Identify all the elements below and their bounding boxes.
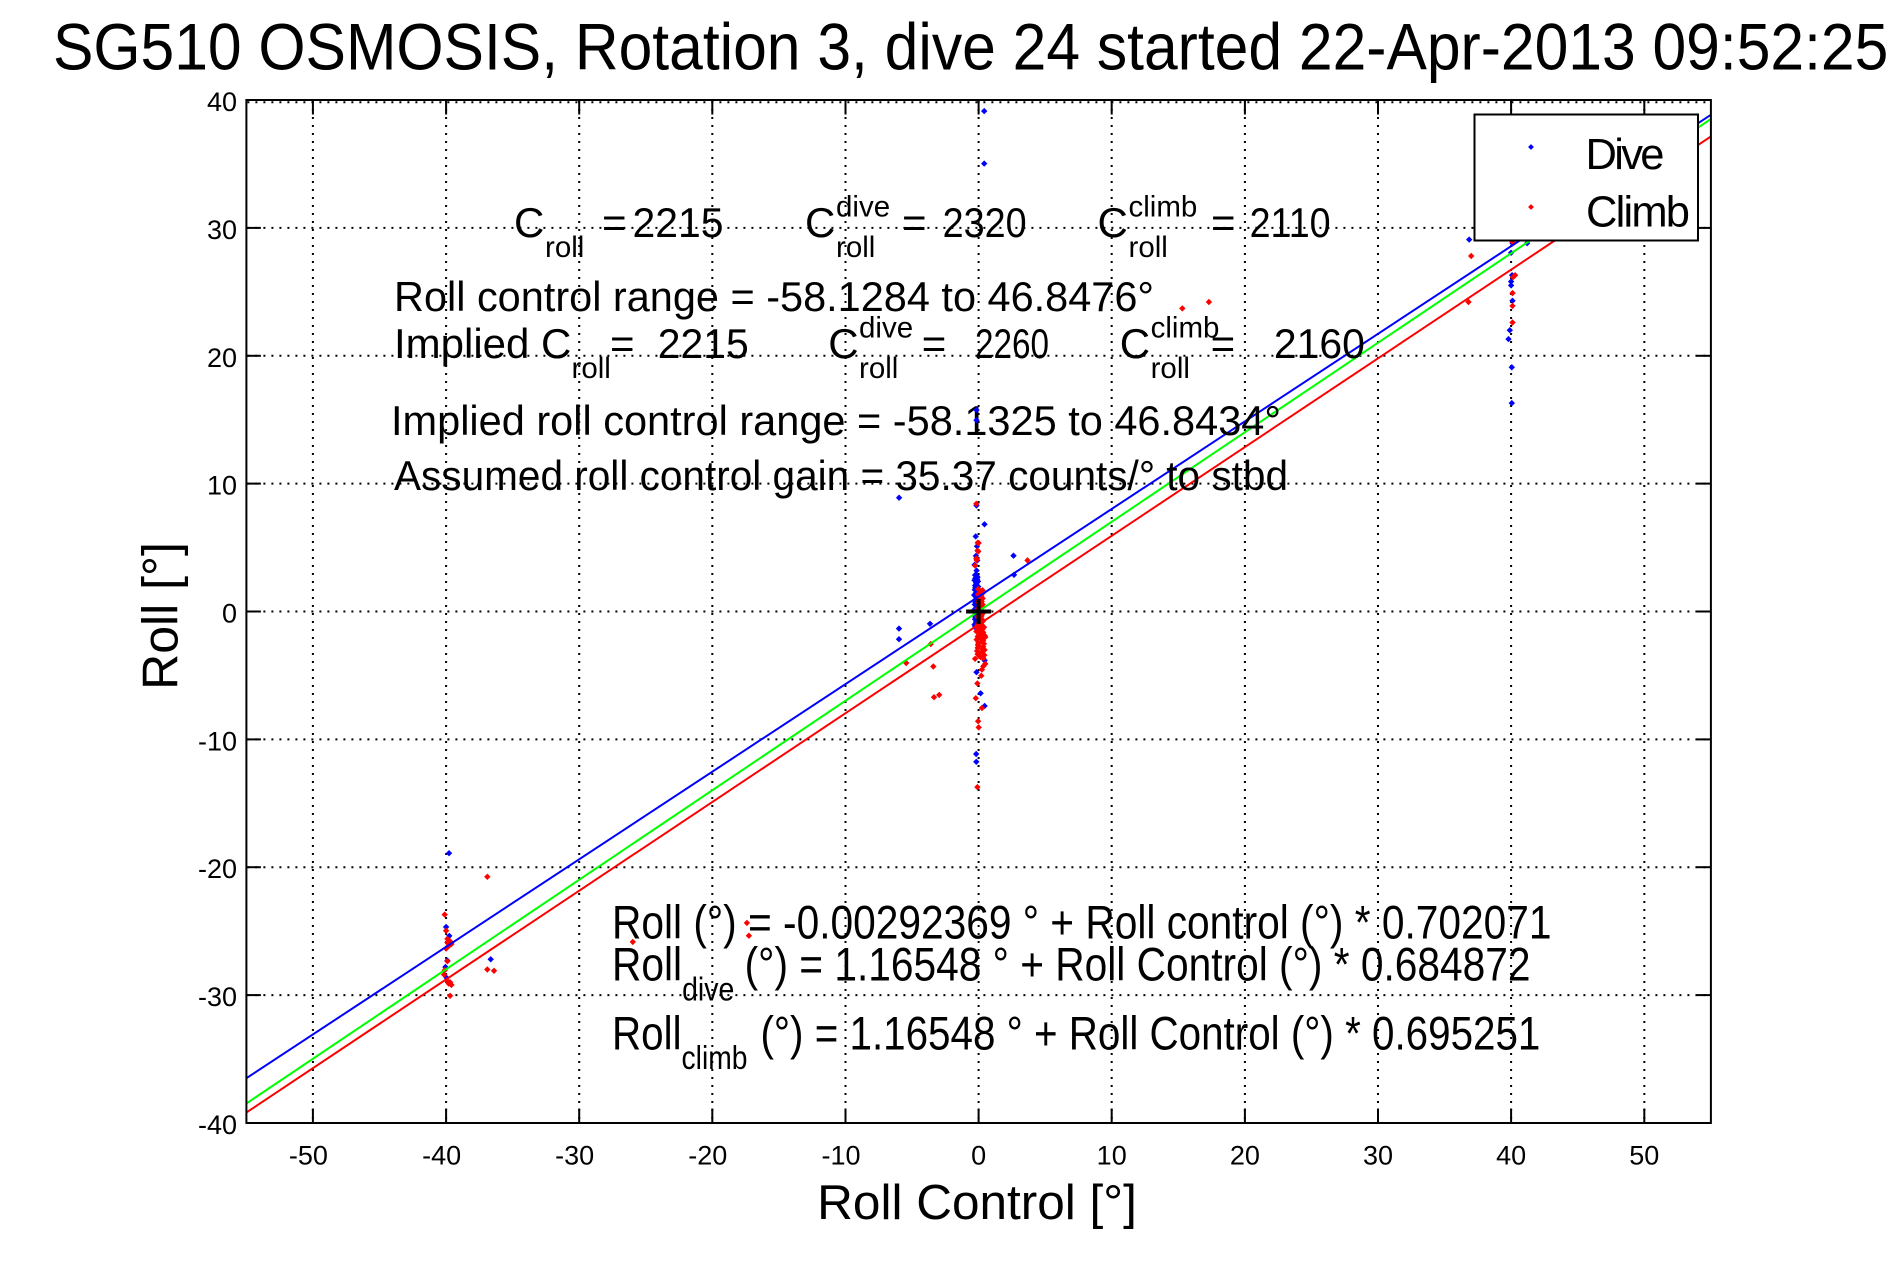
svg-text:roll: roll [1129, 231, 1168, 264]
svg-text:=: = [602, 199, 627, 246]
svg-text:-30: -30 [198, 982, 237, 1012]
svg-text:-30: -30 [555, 1141, 594, 1171]
svg-text:-40: -40 [198, 1110, 237, 1140]
svg-text:=: = [1211, 199, 1236, 246]
svg-text:Implied C: Implied C [394, 320, 571, 367]
svg-text:Implied roll control range = -: Implied roll control range = -58.1325 to… [391, 397, 1281, 444]
svg-text:20: 20 [1230, 1141, 1260, 1171]
svg-text:roll: roll [1151, 352, 1190, 385]
svg-text:roll: roll [836, 231, 875, 264]
svg-text:C: C [1098, 199, 1128, 246]
svg-text:dive: dive [682, 970, 734, 1007]
svg-text:30: 30 [1363, 1141, 1393, 1171]
svg-text:dive: dive [836, 191, 890, 224]
svg-text:roll: roll [859, 352, 898, 385]
svg-text:C: C [805, 199, 835, 246]
svg-text:Roll Control [°]: Roll Control [°] [817, 1175, 1137, 1230]
svg-text:C: C [514, 199, 544, 246]
svg-text:Roll: Roll [612, 1008, 682, 1061]
svg-text:2260: 2260 [975, 320, 1049, 367]
svg-text:=: = [1211, 320, 1236, 367]
svg-text:Dive: Dive [1586, 131, 1665, 179]
svg-text:Climb: Climb [1586, 189, 1690, 237]
svg-text:Roll control range = -58.1284: Roll control range = -58.1284 to 46.8476… [394, 273, 1154, 320]
svg-text:0: 0 [222, 599, 237, 629]
svg-text:Roll (°) = -0.00292369 ° + Rol: Roll (°) = -0.00292369 ° + Roll control … [612, 897, 1551, 949]
svg-text:Roll [°]: Roll [°] [133, 542, 189, 690]
svg-text:20: 20 [207, 343, 237, 373]
svg-text:climb: climb [682, 1040, 748, 1076]
svg-text:50: 50 [1629, 1141, 1659, 1171]
svg-text:roll: roll [572, 352, 611, 385]
svg-text:10: 10 [1097, 1141, 1127, 1171]
svg-text:-20: -20 [198, 854, 237, 884]
svg-text:0: 0 [971, 1141, 986, 1171]
svg-text:C: C [1120, 320, 1150, 367]
svg-text:30: 30 [207, 215, 237, 245]
svg-text:2215: 2215 [658, 320, 749, 367]
svg-text:(°) = 1.16548 ° + Roll Control: (°) = 1.16548 ° + Roll Control (°) * 0.6… [745, 939, 1531, 991]
svg-text:2160: 2160 [1274, 320, 1365, 367]
svg-text:2110: 2110 [1250, 199, 1331, 246]
svg-text:-50: -50 [289, 1141, 328, 1171]
svg-text:dive: dive [859, 312, 913, 345]
svg-text:2215: 2215 [633, 199, 724, 246]
svg-text:40: 40 [1496, 1141, 1526, 1171]
svg-text:climb: climb [1129, 191, 1198, 224]
svg-text:=: = [902, 199, 927, 246]
svg-text:2320: 2320 [943, 199, 1027, 246]
svg-text:40: 40 [207, 87, 237, 117]
svg-text:Assumed roll control gain = 35: Assumed roll control gain = 35.37 counts… [394, 452, 1288, 499]
svg-text:=: = [922, 320, 947, 367]
svg-text:climb: climb [1151, 312, 1220, 345]
svg-text:C: C [828, 320, 858, 367]
svg-text:SG510 OSMOSIS, Rotation 3, div: SG510 OSMOSIS, Rotation 3, dive 24 start… [53, 11, 1888, 84]
svg-text:(°) = 1.16548 ° + Roll Control: (°) = 1.16548 ° + Roll Control (°) * 0.6… [760, 1008, 1540, 1061]
svg-text:=: = [610, 320, 635, 367]
svg-text:Roll: Roll [612, 939, 682, 991]
svg-text:-10: -10 [821, 1141, 860, 1171]
svg-text:-20: -20 [688, 1141, 727, 1171]
svg-text:-40: -40 [422, 1141, 461, 1171]
svg-text:-10: -10 [198, 726, 237, 756]
svg-text:roll: roll [545, 231, 584, 264]
svg-text:10: 10 [207, 471, 237, 501]
